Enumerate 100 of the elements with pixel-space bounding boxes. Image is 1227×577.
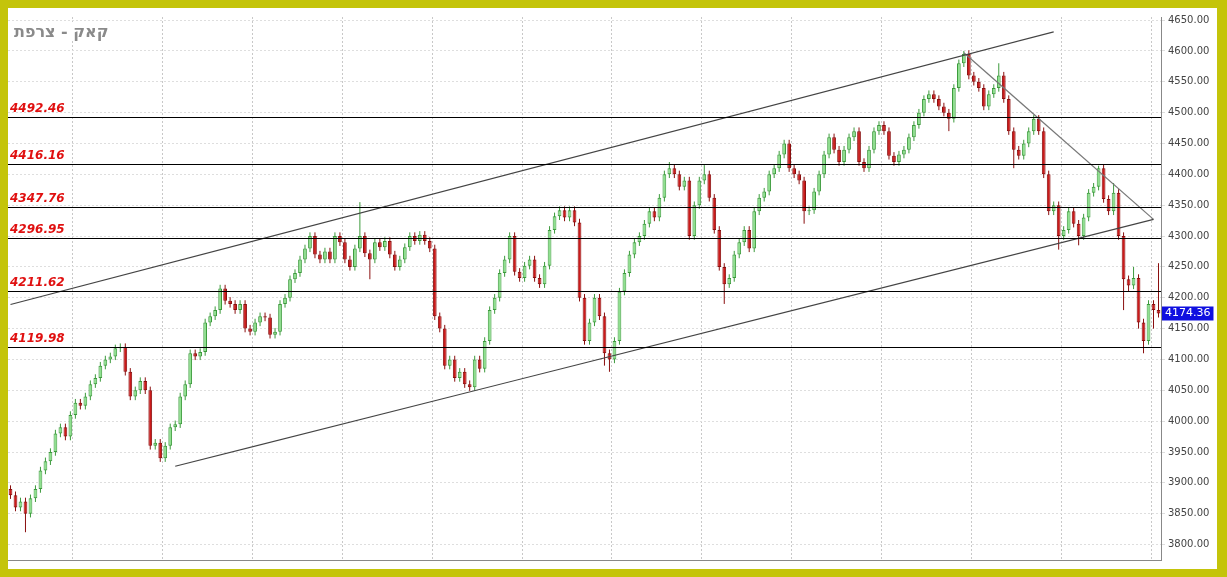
candlestick (1066, 207, 1071, 235)
candlestick (797, 170, 801, 185)
candlestick (298, 255, 302, 278)
y-tick-label: 4650.00 (1168, 13, 1210, 25)
candlestick (1076, 219, 1081, 246)
y-tick-label: 4450.00 (1168, 137, 1210, 149)
candlestick (507, 231, 512, 264)
candlestick (956, 59, 961, 93)
candlestick (757, 193, 762, 216)
candlestick (907, 133, 911, 154)
candlestick (857, 126, 861, 167)
candlestick (742, 225, 747, 247)
candlestick (1001, 71, 1006, 104)
candlestick (902, 145, 906, 159)
candlestick (313, 231, 317, 259)
candlestick (243, 299, 247, 333)
ref-line-label: 4296.95 (9, 221, 65, 236)
candlestick (966, 49, 971, 80)
candlestick (233, 299, 237, 315)
candlestick (123, 342, 128, 376)
y-tick-label: 4150.00 (1168, 322, 1210, 334)
candlestick (163, 441, 168, 463)
candlestick (283, 293, 287, 309)
candlestick (497, 268, 502, 302)
candlestick (377, 238, 382, 252)
y-tick-label: 3800.00 (1168, 538, 1210, 550)
y-tick-label: 4200.00 (1168, 291, 1210, 303)
candlestick (822, 150, 826, 179)
y-tick-label: 4000.00 (1168, 414, 1210, 426)
y-tick-label: 4600.00 (1168, 44, 1210, 56)
candlestick (452, 355, 457, 383)
y-tick-label: 4100.00 (1168, 353, 1210, 365)
candlestick (932, 89, 936, 104)
candlestick (363, 231, 367, 258)
candlestick (782, 139, 787, 159)
y-tick-label: 4550.00 (1168, 75, 1210, 87)
ref-line-label: 4347.76 (9, 190, 65, 205)
text: 4174.36 (1165, 306, 1211, 320)
candlestick (1011, 126, 1016, 169)
candlestick (258, 312, 262, 327)
candlestick (382, 236, 387, 252)
candlestick (402, 242, 407, 264)
candlestick (492, 293, 497, 315)
candlestick (922, 94, 926, 117)
candlestick (248, 324, 252, 336)
candlestick (293, 268, 297, 284)
candlestick (228, 296, 232, 309)
candlestick (387, 236, 392, 259)
candlestick (88, 379, 93, 401)
candlestick (827, 133, 831, 159)
candlestick (677, 170, 682, 191)
candlestick (892, 151, 896, 167)
candlestick (437, 312, 442, 333)
candlestick (942, 102, 946, 117)
candlestick (213, 305, 218, 321)
candlestick (747, 225, 752, 253)
candlestick (877, 120, 881, 136)
candlestick (462, 367, 467, 389)
candlestick (502, 255, 507, 278)
candlestick (273, 327, 277, 339)
candlestick (937, 94, 941, 111)
candlestick (917, 108, 921, 130)
candlestick (777, 150, 782, 173)
candlestick (407, 231, 412, 252)
y-tick-label: 4050.00 (1168, 383, 1210, 395)
candlestick (927, 89, 931, 104)
ref-line-label: 4211.62 (9, 274, 65, 289)
y-tick-label: 3950.00 (1168, 445, 1210, 457)
candlestick (343, 238, 347, 264)
candlestick (732, 250, 737, 283)
candlestick (278, 299, 282, 336)
candlestick (852, 126, 856, 142)
candlestick (657, 193, 662, 222)
candlestick (817, 170, 821, 196)
candlestick (787, 139, 792, 173)
candlestick (253, 318, 257, 336)
candlestick (348, 255, 352, 272)
candlestick (238, 299, 242, 315)
candlestick (986, 89, 991, 111)
candlestick (1026, 126, 1031, 148)
candlestick (333, 231, 337, 264)
candlestick (882, 120, 886, 136)
candlestick (1036, 114, 1041, 136)
candlestick (697, 176, 702, 210)
candlestick (208, 312, 213, 327)
y-tick-label: 4350.00 (1168, 198, 1210, 210)
candlestick (662, 170, 667, 202)
ref-line-label: 4492.46 (9, 100, 65, 115)
candlestick (842, 145, 846, 167)
candlestick (158, 438, 163, 463)
candlestick (802, 176, 806, 225)
candlestick (183, 379, 188, 401)
candlestick (353, 244, 357, 272)
y-tick-label: 4400.00 (1168, 167, 1210, 179)
candlestick (812, 187, 816, 215)
candlestick (308, 231, 312, 253)
candlestick (702, 164, 707, 185)
chart-title: קאק - צרפת (14, 22, 109, 41)
candlestick (951, 83, 956, 124)
candlestick (1021, 139, 1026, 161)
